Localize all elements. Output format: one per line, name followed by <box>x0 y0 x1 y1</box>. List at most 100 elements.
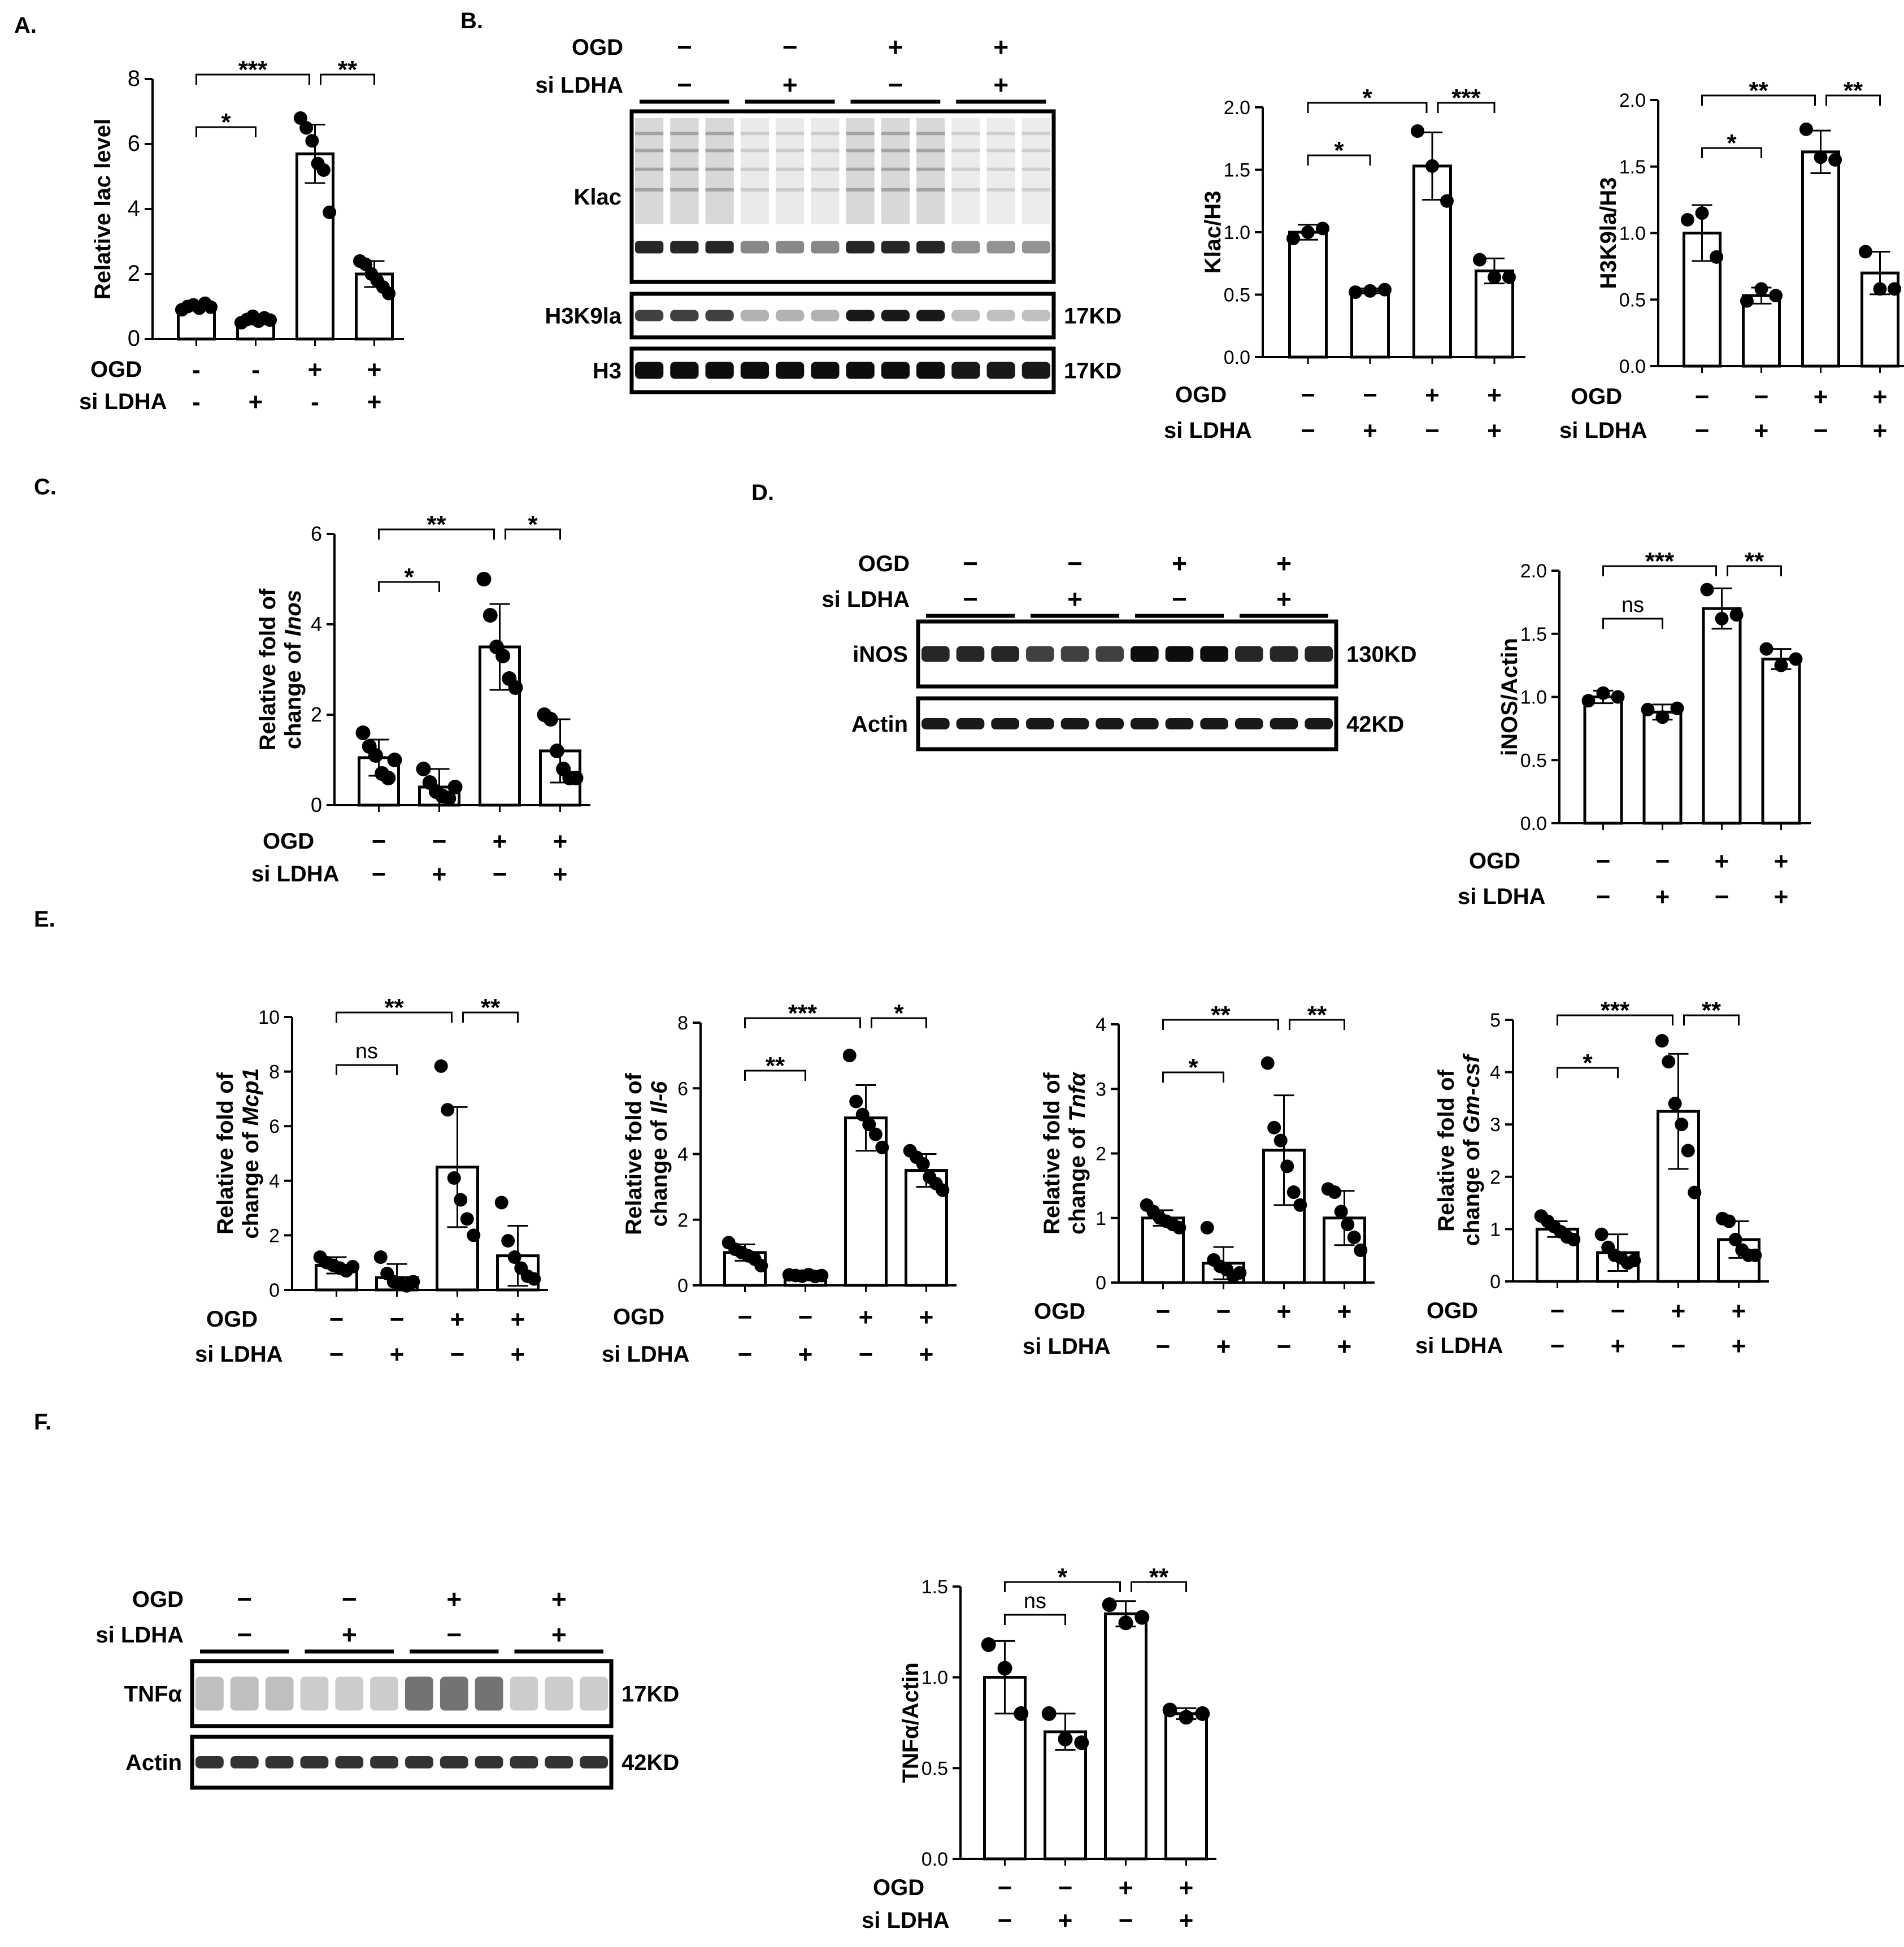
si-ldha-sign: − <box>998 1907 1012 1935</box>
ogd-sign: + <box>1337 1298 1352 1325</box>
si-ldha-sign: − <box>1156 1333 1171 1361</box>
data-point <box>1789 652 1803 666</box>
blot-band <box>705 241 734 254</box>
si-ldha-sign: + <box>1179 1907 1194 1935</box>
significance-bracket <box>1727 565 1782 576</box>
data-point <box>382 286 396 301</box>
data-point <box>1627 1253 1641 1267</box>
si-ldha-sign: − <box>450 1341 465 1368</box>
blot-si-label: si LDHA <box>95 1623 184 1648</box>
blot-ogd-sign: + <box>1276 549 1292 578</box>
data-point <box>476 572 492 586</box>
significance-bracket <box>1131 1581 1187 1592</box>
y-tick-label: 6 <box>677 1078 688 1099</box>
data-point <box>460 1212 474 1226</box>
ogd-label: OGD <box>1571 384 1622 409</box>
data-point <box>1596 686 1610 700</box>
data-point <box>1347 1231 1361 1245</box>
significance-bracket <box>336 1011 453 1023</box>
significance-label: * <box>894 999 904 1027</box>
data-point <box>1102 1597 1117 1613</box>
ogd-sign: + <box>919 1303 934 1331</box>
blot-band <box>265 1756 294 1768</box>
data-point <box>441 1103 455 1117</box>
ogd-sign: + <box>1179 1874 1194 1902</box>
ogd-sign: - <box>192 356 201 384</box>
significance-label: *** <box>788 999 818 1027</box>
blot-band <box>956 646 985 662</box>
ogd-sign: + <box>1814 383 1828 411</box>
y-tick-label: 2 <box>677 1210 688 1231</box>
data-point <box>543 712 558 727</box>
blot-band <box>811 310 840 321</box>
data-point <box>323 205 337 219</box>
data-point <box>1195 1706 1210 1721</box>
data-point <box>346 1259 360 1274</box>
y-tick-label: 4 <box>128 196 140 221</box>
data-point <box>1858 245 1872 259</box>
blot-band <box>545 1676 573 1711</box>
data-point <box>416 762 431 776</box>
blot-band <box>1305 646 1333 662</box>
data-point <box>1074 1735 1089 1750</box>
blot-band <box>846 310 875 321</box>
y-tick-label: 4 <box>1096 1014 1106 1036</box>
y-tick-label: 0.0 <box>1520 813 1547 835</box>
si-ldha-sign: − <box>1301 417 1315 445</box>
ogd-label: OGD <box>1175 383 1227 407</box>
blot-ogd-sign: − <box>1067 549 1083 578</box>
data-point <box>862 1118 876 1132</box>
blot-band <box>776 310 805 321</box>
blot-band <box>951 362 980 379</box>
significance-label: * <box>1362 84 1372 112</box>
data-point <box>299 121 314 135</box>
bar <box>1801 150 1840 368</box>
blot-band <box>475 1756 503 1768</box>
blot-band <box>1131 718 1159 729</box>
ogd-sign: − <box>1363 381 1377 409</box>
data-point <box>1754 282 1768 296</box>
data-point <box>568 771 584 785</box>
blot-band <box>1021 241 1050 254</box>
blot-band-faint <box>881 167 910 171</box>
data-point <box>1655 1034 1669 1048</box>
significance-label: ** <box>1307 1001 1327 1029</box>
y-tick-label: 2.0 <box>1224 97 1250 119</box>
data-point <box>936 1183 950 1197</box>
si-ldha-sign: − <box>1814 417 1828 445</box>
si-ldha-label: si LDHA <box>251 862 340 886</box>
blot-row-label: Klac <box>574 185 622 210</box>
ogd-sign: + <box>1715 848 1729 875</box>
y-tick-label: 0 <box>128 326 140 351</box>
ogd-sign: + <box>1873 383 1888 411</box>
significance-label: * <box>404 563 414 591</box>
significance-bracket <box>195 73 310 85</box>
ogd-sign: + <box>367 356 382 384</box>
ogd-label: OGD <box>206 1307 258 1332</box>
blot-row-label: Actin <box>851 712 908 737</box>
significance-label: * <box>1188 1054 1198 1081</box>
data-point <box>467 1228 481 1242</box>
blot-band-faint <box>670 132 699 136</box>
blot-band-faint <box>846 132 875 136</box>
significance-bracket <box>1289 1019 1345 1030</box>
y-tick-label: 1.0 <box>921 1667 948 1689</box>
blot-band <box>670 310 699 321</box>
significance-bracket <box>320 73 375 85</box>
y-tick-label: 10 <box>258 1007 280 1028</box>
blot-band <box>951 310 980 321</box>
data-point <box>1594 1227 1609 1241</box>
blot-band-faint <box>670 167 699 171</box>
y-tick-label: 1.5 <box>1520 624 1547 645</box>
data-point <box>1729 608 1744 622</box>
y-tick-label: 1.5 <box>1619 157 1646 178</box>
data-point <box>1286 232 1300 246</box>
significance-bracket <box>1701 147 1762 158</box>
blot-smear <box>916 118 945 224</box>
data-point <box>1411 124 1424 138</box>
y-tick-label: 1.5 <box>921 1576 948 1598</box>
blot-si-sign: + <box>551 1620 567 1649</box>
data-point <box>1378 283 1392 297</box>
data-point <box>1680 212 1694 227</box>
